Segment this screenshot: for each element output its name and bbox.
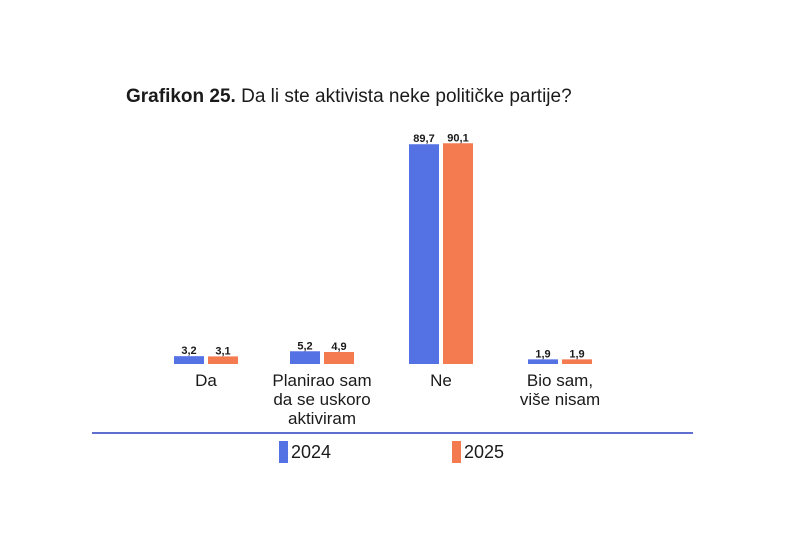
bar-2024-3 — [528, 359, 558, 364]
data-label-2024-0: 3,2 — [181, 345, 196, 357]
data-label-2025-0: 3,1 — [215, 345, 230, 357]
data-label-2025-1: 4,9 — [331, 341, 346, 353]
category-label-line: više nisam — [519, 390, 601, 409]
legend-item-2025: 2025 — [452, 441, 504, 463]
category-label-line: Planirao sam — [272, 371, 372, 390]
data-label-2024-1: 5,2 — [297, 340, 312, 352]
data-label-2024-2: 89,7 — [413, 133, 434, 145]
category-label: Bio sam, više nisam — [490, 371, 630, 409]
chart-title: Grafikon 25. Da li ste aktivista neke po… — [126, 86, 572, 108]
bar-2025-3 — [562, 359, 592, 364]
bar-2025-1 — [324, 351, 354, 364]
legend-label: 2024 — [291, 441, 332, 462]
bar-2024-0 — [174, 356, 204, 364]
chart-title-prefix: Grafikon 25. — [126, 86, 236, 107]
legend-swatch — [452, 441, 461, 463]
category-label-line: Bio sam, — [526, 371, 594, 390]
bar-2025-0 — [208, 356, 238, 364]
category-label-line: Ne — [430, 371, 452, 390]
legend-swatch — [279, 441, 288, 463]
category-label-line: aktiviram — [287, 409, 356, 428]
data-label-2025-3: 1,9 — [569, 348, 584, 360]
category-label-line: Da — [195, 371, 217, 390]
bar-2024-2 — [409, 144, 439, 364]
data-label-2024-3: 1,9 — [535, 348, 550, 360]
legend-label: 2025 — [464, 441, 505, 462]
chart-title-text: Da li ste aktivista neke političke parti… — [241, 86, 572, 107]
bar-2024-1 — [290, 351, 320, 364]
legend-item-2024: 2024 — [279, 441, 331, 463]
category-label: Planirao sam da se uskoro aktiviram — [252, 371, 392, 428]
bar-2025-2 — [443, 143, 473, 364]
category-label: Ne — [371, 371, 511, 390]
category-label: Da — [136, 371, 276, 390]
data-label-2025-2: 90,1 — [447, 132, 468, 144]
category-label-line: da se uskoro — [273, 390, 371, 409]
